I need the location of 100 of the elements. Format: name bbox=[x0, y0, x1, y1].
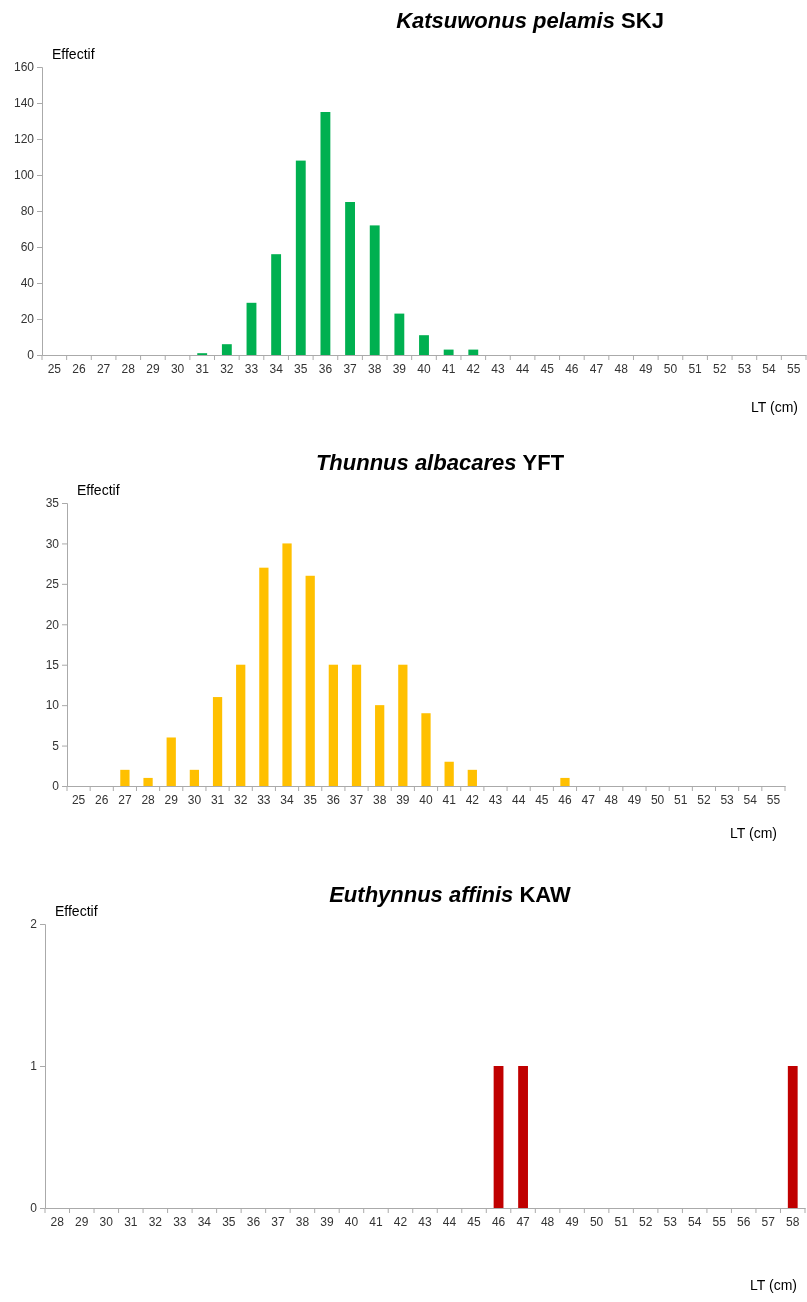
x-tick-label: 27 bbox=[118, 792, 132, 807]
x-tick-label: 39 bbox=[396, 792, 410, 807]
x-tick-label: 52 bbox=[697, 792, 711, 807]
x-tick-label: 55 bbox=[712, 1214, 727, 1229]
x-tick-label: 27 bbox=[96, 361, 111, 376]
bar bbox=[120, 769, 130, 786]
y-tick-label: 15 bbox=[45, 658, 60, 673]
x-tick-label: 37 bbox=[349, 792, 364, 807]
x-tick-label: 50 bbox=[650, 792, 665, 807]
x-tick-label: 50 bbox=[663, 361, 678, 376]
x-tick-label: 53 bbox=[737, 361, 752, 376]
x-tick-label: 29 bbox=[164, 792, 179, 807]
bar bbox=[189, 769, 200, 786]
bar bbox=[271, 254, 282, 355]
bar bbox=[221, 344, 232, 355]
y-tick-label: 35 bbox=[45, 496, 60, 511]
y-tick-label: 60 bbox=[20, 240, 35, 255]
x-tick-label: 37 bbox=[271, 1214, 285, 1229]
x-tick-label: 32 bbox=[234, 792, 248, 807]
y-tick-label: 20 bbox=[20, 312, 35, 327]
x-tick-label: 32 bbox=[148, 1214, 163, 1229]
bar bbox=[468, 349, 479, 355]
x-tick-label: 29 bbox=[75, 1214, 89, 1229]
x-tick-label: 43 bbox=[418, 1214, 432, 1229]
x-tick-label: 38 bbox=[373, 792, 387, 807]
x-tick-label: 49 bbox=[627, 792, 642, 807]
x-tick-label: 47 bbox=[581, 792, 596, 807]
x-tick-label: 52 bbox=[638, 1214, 653, 1229]
x-tick-label: 34 bbox=[197, 1214, 212, 1229]
y-axis-title: Effectif bbox=[77, 482, 120, 498]
chart-title: Katsuwonus pelamis SKJ bbox=[396, 8, 664, 33]
x-tick-label: 45 bbox=[467, 1214, 482, 1229]
x-tick-label: 35 bbox=[222, 1214, 236, 1229]
y-tick-label: 2 bbox=[30, 917, 38, 932]
x-tick-label: 51 bbox=[614, 1214, 629, 1229]
x-tick-label: 44 bbox=[442, 1214, 457, 1229]
y-axis-title: Effectif bbox=[55, 903, 98, 919]
y-tick-label: 40 bbox=[20, 276, 35, 291]
x-tick-label: 45 bbox=[535, 792, 549, 807]
y-tick-label: 100 bbox=[13, 168, 35, 183]
x-tick-label: 46 bbox=[565, 361, 579, 376]
bar bbox=[305, 575, 315, 786]
x-axis-title: LT (cm) bbox=[750, 1277, 797, 1293]
bar bbox=[398, 664, 408, 786]
y-tick-label: 120 bbox=[13, 132, 35, 147]
x-tick-label: 30 bbox=[170, 361, 185, 376]
x-tick-label: 36 bbox=[326, 792, 341, 807]
x-tick-label: 46 bbox=[558, 792, 572, 807]
x-tick-label: 28 bbox=[141, 792, 156, 807]
bar bbox=[236, 664, 246, 786]
x-tick-label: 31 bbox=[195, 361, 210, 376]
x-tick-label: 29 bbox=[146, 361, 160, 376]
bar bbox=[443, 349, 454, 355]
x-tick-label: 53 bbox=[720, 792, 735, 807]
x-tick-label: 40 bbox=[417, 361, 431, 376]
x-tick-label: 31 bbox=[210, 792, 225, 807]
x-tick-label: 30 bbox=[187, 792, 202, 807]
x-tick-label: 49 bbox=[639, 361, 653, 376]
x-tick-label: 48 bbox=[604, 792, 619, 807]
x-tick-label: 57 bbox=[761, 1214, 776, 1229]
y-tick-label: 140 bbox=[13, 96, 35, 111]
x-tick-label: 41 bbox=[442, 792, 457, 807]
x-tick-label: 56 bbox=[737, 1214, 751, 1229]
x-tick-label: 42 bbox=[465, 792, 480, 807]
bar bbox=[375, 705, 385, 786]
x-tick-label: 26 bbox=[72, 361, 86, 376]
x-tick-label: 58 bbox=[786, 1214, 800, 1229]
y-tick-label: 1 bbox=[30, 1059, 38, 1074]
x-tick-label: 31 bbox=[124, 1214, 138, 1229]
bar bbox=[560, 777, 570, 786]
x-tick-label: 48 bbox=[614, 361, 629, 376]
x-tick-label: 48 bbox=[540, 1214, 555, 1229]
x-tick-label: 34 bbox=[269, 361, 284, 376]
x-tick-label: 51 bbox=[674, 792, 688, 807]
x-tick-label: 33 bbox=[173, 1214, 187, 1229]
x-tick-label: 38 bbox=[295, 1214, 310, 1229]
x-tick-label: 39 bbox=[392, 361, 407, 376]
x-tick-label: 43 bbox=[488, 792, 503, 807]
y-tick-label: 5 bbox=[52, 738, 60, 753]
x-tick-label: 33 bbox=[257, 792, 271, 807]
x-tick-label: 54 bbox=[688, 1214, 702, 1229]
x-tick-label: 32 bbox=[220, 361, 234, 376]
x-axis-title: LT (cm) bbox=[730, 825, 777, 841]
x-tick-label: 28 bbox=[121, 361, 136, 376]
x-tick-label: 35 bbox=[303, 792, 318, 807]
x-axis-title: LT (cm) bbox=[751, 399, 798, 415]
x-tick-label: 53 bbox=[663, 1214, 678, 1229]
y-tick-label: 0 bbox=[27, 348, 35, 363]
x-tick-label: 54 bbox=[762, 361, 777, 376]
x-tick-label: 34 bbox=[280, 792, 295, 807]
bar bbox=[166, 737, 176, 786]
bar bbox=[320, 112, 331, 355]
x-tick-label: 55 bbox=[787, 361, 801, 376]
bar bbox=[259, 567, 269, 786]
x-tick-label: 40 bbox=[344, 1214, 359, 1229]
chart-title: Euthynnus affinis KAW bbox=[329, 882, 572, 907]
y-tick-label: 80 bbox=[20, 204, 35, 219]
x-tick-label: 47 bbox=[589, 361, 604, 376]
y-tick-label: 0 bbox=[52, 779, 60, 794]
x-tick-label: 36 bbox=[246, 1214, 261, 1229]
